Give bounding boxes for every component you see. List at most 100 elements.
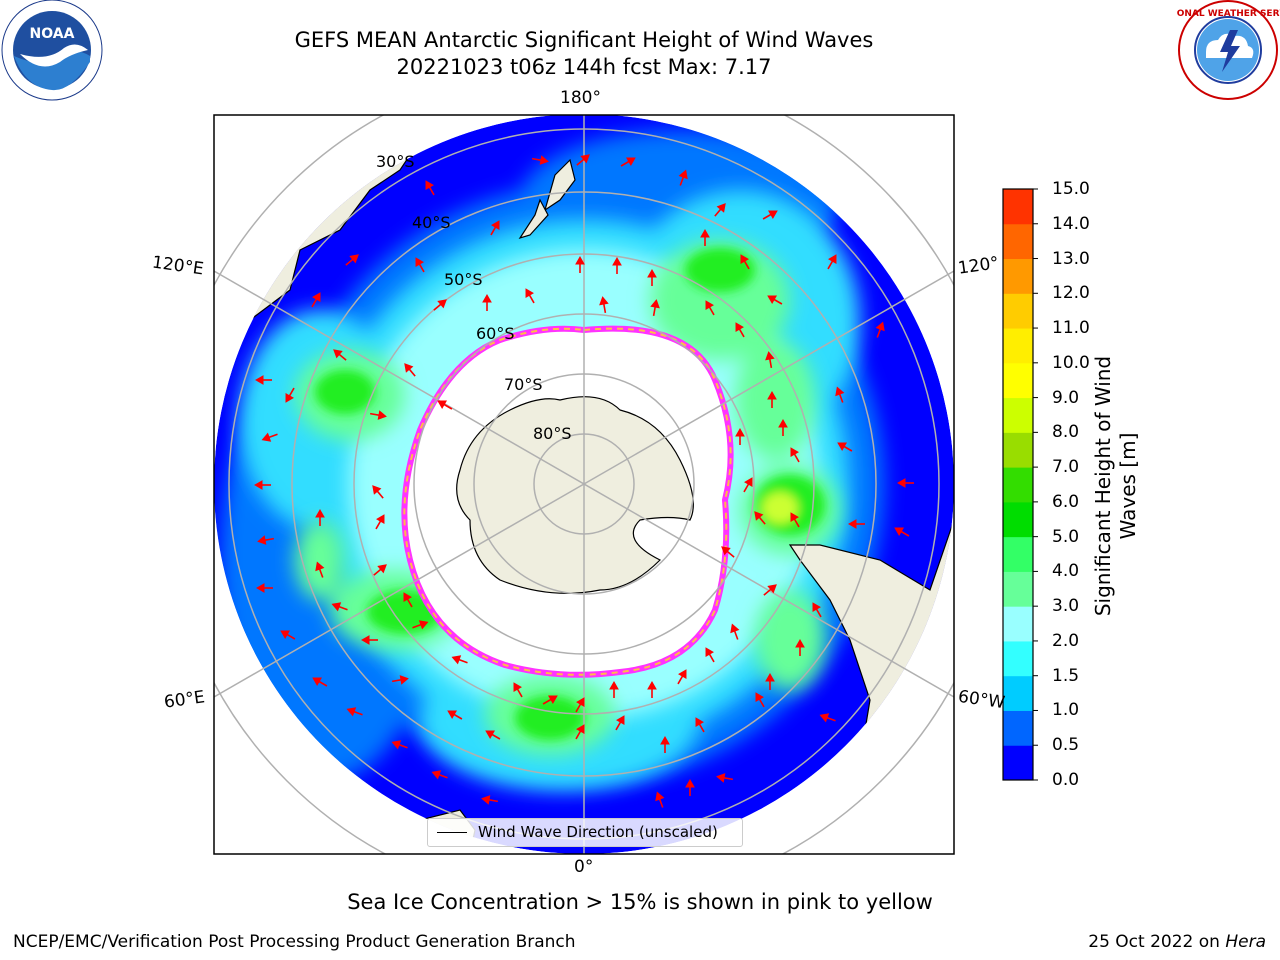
colorbar-frame: [1002, 188, 1034, 781]
lat-label-50s: 50°S: [444, 270, 483, 289]
direction-arrow: [513, 682, 523, 698]
direction-arrow: [735, 427, 745, 445]
chart-title: GEFS MEAN Antarctic Significant Height o…: [294, 28, 874, 52]
direction-arrow: [735, 322, 745, 338]
sea-ice-note: Sea Ice Concentration > 15% is shown in …: [347, 890, 933, 914]
colorbar-tick-label: 4.0: [1052, 561, 1080, 582]
direction-arrow: [425, 180, 435, 196]
colorbar-segment: [1003, 640, 1033, 677]
direction-arrow: [315, 561, 325, 578]
colorbar-tick-label: 10.0: [1052, 352, 1090, 373]
direction-arrow: [655, 791, 665, 808]
direction-arrow: [677, 669, 687, 685]
direction-arrow: [415, 257, 425, 273]
colorbar-segment: [1003, 362, 1033, 399]
direction-arrow: [315, 508, 325, 526]
legend-line-swatch: [437, 832, 467, 833]
lat-label-30s: 30°S: [376, 152, 415, 171]
colorbar-tick-label: 15.0: [1052, 179, 1090, 199]
direction-arrow: [412, 620, 429, 630]
direction-arrow: [280, 630, 296, 640]
colorbar-tick-label: 0.0: [1052, 770, 1080, 790]
direction-arrow: [373, 564, 387, 576]
direction-arrow: [576, 154, 590, 166]
direction-arrow: [778, 418, 788, 436]
direction-arrow: [875, 321, 885, 338]
colorbar: [1002, 188, 1038, 781]
direction-arrow: [261, 432, 278, 442]
noaa-wordmark: NOAA: [30, 26, 75, 42]
colorbar-tick-label: 0.5: [1052, 735, 1080, 756]
direction-arrow: [482, 293, 492, 311]
direction-arrow: [433, 299, 447, 311]
colorbar-segment: [1003, 223, 1033, 260]
direction-arrow: [391, 675, 409, 685]
colorbar-tick-label: 9.0: [1052, 387, 1080, 408]
direction-arrow: [763, 584, 777, 596]
direction-arrow: [331, 602, 348, 612]
direction-arrow: [575, 255, 585, 273]
noaa-logo: NOAA: [1, 0, 103, 101]
direction-arrow: [431, 770, 448, 780]
direction-arrow: [447, 710, 463, 720]
direction-arrow: [740, 254, 750, 270]
colorbar-tick-label: 1.5: [1052, 665, 1080, 686]
direction-arrow: [485, 730, 501, 740]
nws-logo: NATIONAL WEATHER SERVICE: [1176, 0, 1280, 100]
colorbar-segment: [1003, 293, 1033, 329]
direction-arrow: [612, 256, 622, 274]
direction-arrow: [847, 519, 865, 529]
direction-arrow: [812, 602, 822, 618]
lon-label-0: 0°: [574, 857, 594, 877]
direction-arrow: [660, 735, 670, 753]
direction-arrow: [575, 697, 585, 713]
direction-arrow: [531, 155, 549, 165]
direction-arrow: [620, 157, 636, 167]
direction-arrow: [333, 349, 347, 361]
colorbar-tick-label: 6.0: [1052, 491, 1080, 512]
direction-arrow: [790, 512, 800, 528]
direction-arrow: [311, 292, 321, 308]
antarctica: [456, 396, 694, 594]
colorbar-title: Significant Height of Wind Waves [m]: [1091, 355, 1140, 617]
colorbar-tick-label: 14.0: [1052, 213, 1090, 234]
credit-date: 25 Oct 2022 on Hera: [1088, 932, 1266, 952]
lat-label-70s: 70°S: [504, 375, 543, 394]
colorbar-segment: [1003, 328, 1033, 364]
direction-arrow: [767, 295, 783, 305]
direction-arrow: [767, 390, 777, 408]
direction-arrow: [765, 351, 775, 369]
direction-arrow: [257, 535, 275, 545]
direction-arrow: [575, 724, 585, 740]
direction-arrow: [451, 655, 468, 665]
map-frame: [213, 114, 955, 855]
direction-arrow: [819, 713, 836, 723]
svg-text:NATIONAL WEATHER SERVICE: NATIONAL WEATHER SERVICE: [1176, 9, 1280, 19]
direction-arrow: [762, 210, 778, 220]
lon-label-180: 180°: [560, 88, 601, 108]
direction-arrow: [695, 717, 705, 733]
colorbar-tick-label: 7.0: [1052, 457, 1080, 478]
colorbar-segment: [1003, 397, 1033, 433]
colorbar-segment: [1003, 606, 1033, 642]
colorbar-segment: [1003, 501, 1033, 538]
direction-arrow: [312, 677, 328, 687]
credit-host: Hera: [1225, 932, 1266, 952]
lat-label-60s: 60°S: [476, 324, 515, 343]
colorbar-tick-label: 8.0: [1052, 422, 1080, 443]
direction-arrow: [790, 447, 800, 463]
direction-arrow: [255, 583, 273, 593]
direction-arrow: [375, 514, 385, 530]
colorbar-tick-label: 12.0: [1052, 283, 1090, 304]
direction-arrow: [360, 635, 378, 645]
colorbar-tick-label: 11.0: [1052, 318, 1090, 339]
direction-arrow: [372, 485, 384, 499]
wave-direction-arrows: [253, 154, 914, 808]
direction-arrow: [730, 623, 740, 640]
direction-arrow: [647, 268, 657, 286]
direction-arrow: [599, 296, 609, 314]
direction-arrow: [285, 387, 295, 403]
direction-arrow: [716, 773, 734, 783]
colorbar-segment: [1003, 189, 1033, 225]
